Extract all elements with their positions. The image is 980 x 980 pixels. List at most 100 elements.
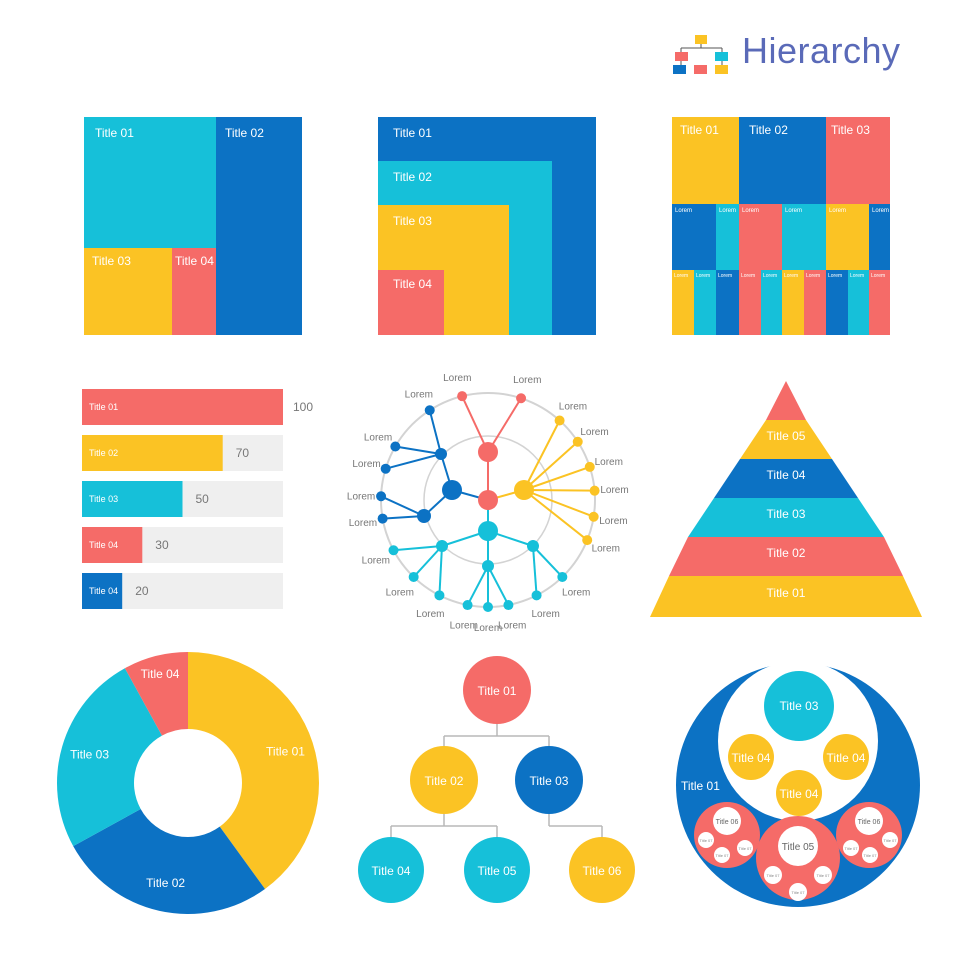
treemap-cell-1 (672, 117, 739, 204)
radial-node (462, 600, 473, 611)
treemap-leaf (761, 270, 782, 335)
radial-node (442, 480, 462, 500)
donut-slice-label: Title 04 (141, 667, 180, 681)
radial-edge (523, 440, 579, 491)
radial-node (376, 491, 387, 502)
radial-node (514, 480, 534, 500)
treemap-leaf-label: Lorem (742, 208, 759, 214)
bar-category-label: Title 03 (89, 494, 118, 504)
org-node (358, 837, 424, 903)
bar-category-label: Title 04 (89, 586, 118, 596)
treemap-leaf-label: Lorem (850, 273, 864, 279)
bar-value-label: 70 (236, 446, 250, 460)
treemap-columns: Title 01 Title 02 Title 03 Lorem Lorem Lor… (672, 117, 890, 335)
pack-node (823, 734, 869, 780)
radial-edge (487, 397, 522, 453)
pack-leaf (814, 866, 832, 884)
pack-node (764, 671, 834, 741)
pack-node (778, 826, 818, 866)
radial-edge (487, 565, 510, 606)
treemap-leaf (739, 204, 782, 270)
treemap-leaf (672, 204, 716, 270)
bar-value-label: 30 (155, 538, 169, 552)
org-node (515, 746, 583, 814)
radial-edge (428, 410, 442, 455)
pack-label: Title 04 (827, 751, 866, 765)
radial-edge (395, 445, 442, 455)
treemap-label: Title 02 (749, 123, 788, 137)
treemap-leaf-label: Lorem (674, 273, 688, 279)
pack-inner (718, 661, 878, 821)
treemap-cell-1 (84, 117, 216, 248)
pack-node (855, 807, 883, 835)
pack-label: Title 03 (780, 699, 819, 713)
radial-node (554, 415, 565, 426)
radial-edge (523, 489, 595, 492)
pack-leaf (737, 840, 753, 856)
treemap-leaf (694, 270, 716, 335)
pyramid-level-5 (740, 420, 832, 459)
pack-leaf-label: Title 07 (845, 846, 859, 851)
radial-node (380, 463, 391, 474)
treemap-label: Title 04 (175, 254, 214, 268)
radial-leaf-label: Lorem (443, 373, 471, 384)
donut-slice (124, 652, 188, 736)
radial-node (588, 511, 599, 522)
pyramid: Title 05 Title 04 Title 03 Title 02 Titl… (650, 381, 922, 617)
pack-leaf (862, 847, 878, 863)
donut-slice (73, 809, 265, 914)
treemap-leaf-label: Lorem (741, 273, 755, 279)
radial-edge (532, 545, 538, 596)
treemap-label: Title 01 (680, 123, 719, 137)
logo-title: Hierarchy (742, 30, 901, 71)
bar (82, 389, 283, 425)
bar (82, 481, 183, 517)
treemap-leaf-label: Lorem (828, 273, 842, 279)
treemap-leaf (672, 270, 694, 335)
org-label: Title 04 (372, 864, 411, 878)
org-node (569, 837, 635, 903)
treemap-leaf-label: Lorem (784, 273, 798, 279)
pack-label: Title 06 (716, 819, 739, 826)
radial-tree: LoremLoremLoremLoremLoremLoremLoremLorem… (347, 373, 629, 634)
org-label: Title 03 (530, 774, 569, 788)
org-tree: Title 01 Title 02 Title 03 Title 04 Titl… (358, 656, 635, 903)
treemap-leaf-label: Lorem (871, 273, 885, 279)
radial-leaf-label: Lorem (416, 609, 444, 620)
radial-leaf-label: Lorem (474, 623, 502, 634)
treemap-label: Title 03 (393, 214, 432, 228)
radial-node (582, 535, 593, 546)
org-label: Title 02 (425, 774, 464, 788)
radial-edge (461, 395, 489, 453)
treemap-label: Title 01 (393, 126, 432, 140)
treemap-leaf-label: Lorem (829, 208, 846, 214)
treemap-leaf-label: Lorem (719, 208, 736, 214)
radial-node (417, 509, 431, 523)
pyramid-level-3 (688, 498, 884, 537)
radial-node (408, 571, 419, 582)
radial-node (435, 448, 447, 460)
radial-edge (380, 495, 425, 517)
radial-node (434, 590, 445, 601)
donut-slice-label: Title 03 (70, 747, 109, 761)
pack-node (728, 734, 774, 780)
treemap-label: Title 02 (225, 126, 264, 140)
pyramid-label: Title 05 (767, 429, 806, 443)
radial-node (482, 560, 494, 572)
treemap-leaf-label: Lorem (718, 273, 732, 279)
radial-edge (523, 420, 561, 491)
radial-leaf-label: Lorem (600, 485, 628, 496)
org-node (410, 746, 478, 814)
radial-edge (523, 489, 595, 518)
treemap-label: Title 02 (393, 170, 432, 184)
radial-leaf-label: Lorem (580, 427, 608, 438)
org-label: Title 05 (478, 864, 517, 878)
horizontal-bar-chart: Title 01 100 Title 02 70 Title 03 50 Title 04 3… (82, 389, 313, 609)
treemap-leaf-label: Lorem (806, 273, 820, 279)
radial-node (557, 571, 568, 582)
treemap-leaf-label: Lorem (872, 208, 889, 214)
radial-node (478, 490, 498, 510)
radial-edge (412, 545, 443, 578)
bar-value-label: 50 (196, 492, 210, 506)
treemap-leaf (716, 204, 739, 270)
